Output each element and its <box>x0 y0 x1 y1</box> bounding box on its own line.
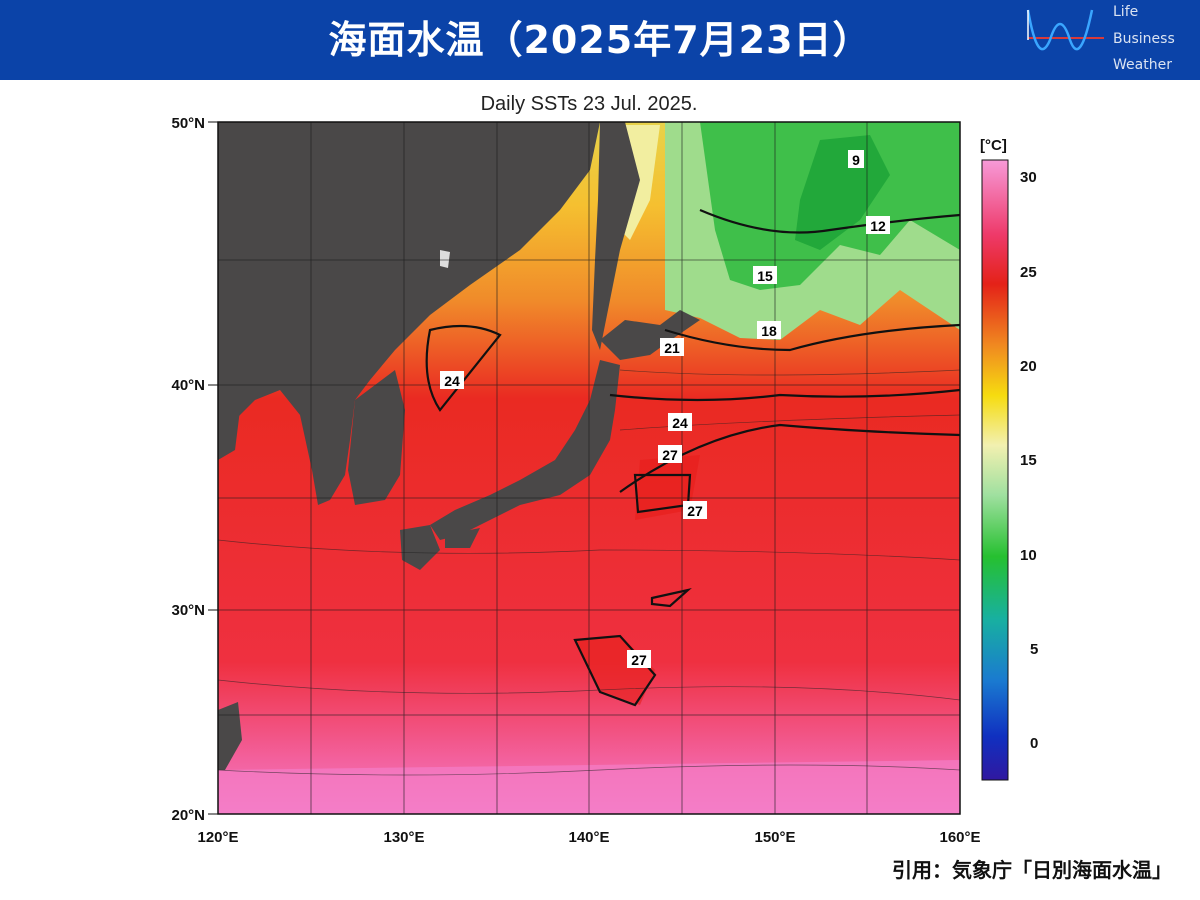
contour-27-small <box>650 588 692 608</box>
contour-label-27a: 27 <box>658 445 682 463</box>
contour-lines <box>425 208 960 707</box>
weather-logo: Life Business Weather <box>1022 0 1200 80</box>
svg-text:27: 27 <box>662 447 678 463</box>
lat-label-30: 30°N <box>171 602 205 619</box>
svg-text:24: 24 <box>672 415 688 431</box>
honshu <box>430 360 620 540</box>
svg-text:12: 12 <box>870 218 886 234</box>
fine-contours <box>218 369 960 776</box>
lon-label-150: 150°E <box>754 829 795 846</box>
contour-label-group: 9 12 15 18 21 24 24 27 27 27 <box>440 150 890 668</box>
colorbar-unit: [°C] <box>980 137 1007 154</box>
hokkaido <box>600 310 700 360</box>
contour-label-15: 15 <box>753 266 777 284</box>
contour-24-sea-of-japan <box>425 324 502 412</box>
contour-15 <box>699 208 960 234</box>
contour-label-24b: 24 <box>668 413 692 431</box>
taiwan <box>218 702 242 770</box>
latitude-labels: 50°N 40°N 30°N 20°N <box>171 115 205 824</box>
contour-label-18: 18 <box>757 321 781 339</box>
lat-tick-marks <box>208 121 218 815</box>
svg-text:27: 27 <box>631 652 647 668</box>
contour-label-27c: 27 <box>627 650 651 668</box>
colorbar-scale <box>981 159 1009 781</box>
lon-label-140: 140°E <box>568 829 609 846</box>
lat-label-20: 20°N <box>171 807 205 824</box>
coldest-core-region <box>795 135 890 250</box>
svg-text:24: 24 <box>444 373 460 389</box>
header-banner <box>0 0 1200 80</box>
page-title: 海面水温（2025年7月23日） <box>328 18 872 62</box>
logo-line-3: Weather <box>1113 57 1172 73</box>
sst-map: Daily SSTs 23 Jul. 2025. <box>171 93 1038 846</box>
contour-27-south <box>573 634 657 707</box>
colorbar-tick-0: 0 <box>1030 735 1038 752</box>
shikoku <box>445 528 480 548</box>
colorbar-tick-5: 5 <box>1030 641 1038 658</box>
asian-continent <box>218 122 600 505</box>
sakhalin <box>592 122 640 350</box>
longitude-labels: 120°E 130°E 140°E 150°E 160°E <box>197 829 980 846</box>
lat-label-40: 40°N <box>171 377 205 394</box>
lat-label-50: 50°N <box>171 115 205 132</box>
contour-label-24a: 24 <box>440 371 464 389</box>
lon-label-130: 130°E <box>383 829 424 846</box>
lon-label-120: 120°E <box>197 829 238 846</box>
contour-label-27b: 27 <box>683 501 707 519</box>
colorbar-tick-15: 15 <box>1020 452 1037 469</box>
colorbar-tick-25: 25 <box>1020 264 1037 281</box>
colorbar-tick-20: 20 <box>1020 358 1037 375</box>
svg-text:15: 15 <box>757 268 773 284</box>
colorbar-ticks: 30 25 20 15 10 5 0 <box>1020 169 1038 752</box>
wave-logo-icon <box>1026 9 1104 51</box>
logo-line-2: Business <box>1113 31 1175 47</box>
svg-text:18: 18 <box>761 323 777 339</box>
map-frame <box>217 121 961 815</box>
lon-label-160: 160°E <box>939 829 980 846</box>
contour-label-21: 21 <box>660 338 684 356</box>
coast-china <box>218 410 240 460</box>
contour-24-pacific <box>609 388 960 402</box>
source-citation: 引用：気象庁「日別海面水温」 <box>892 858 1172 882</box>
contour-label-9: 9 <box>848 150 864 168</box>
svg-text:27: 27 <box>687 503 703 519</box>
kyushu <box>400 525 440 570</box>
logo-line-1: Life <box>1113 4 1139 20</box>
map-body <box>218 122 960 814</box>
contour-21 <box>664 323 960 352</box>
korean-peninsula <box>348 370 405 505</box>
colorbar-tick-30: 30 <box>1020 169 1037 186</box>
svg-text:21: 21 <box>664 340 680 356</box>
map-title: Daily SSTs 23 Jul. 2025. <box>481 93 698 115</box>
colorbar-tick-10: 10 <box>1020 547 1037 564</box>
island-ulleung <box>440 250 450 268</box>
contour-label-12: 12 <box>866 216 890 234</box>
lat-lon-grid <box>218 122 960 814</box>
land-masses <box>218 122 700 770</box>
svg-text:9: 9 <box>852 152 860 168</box>
